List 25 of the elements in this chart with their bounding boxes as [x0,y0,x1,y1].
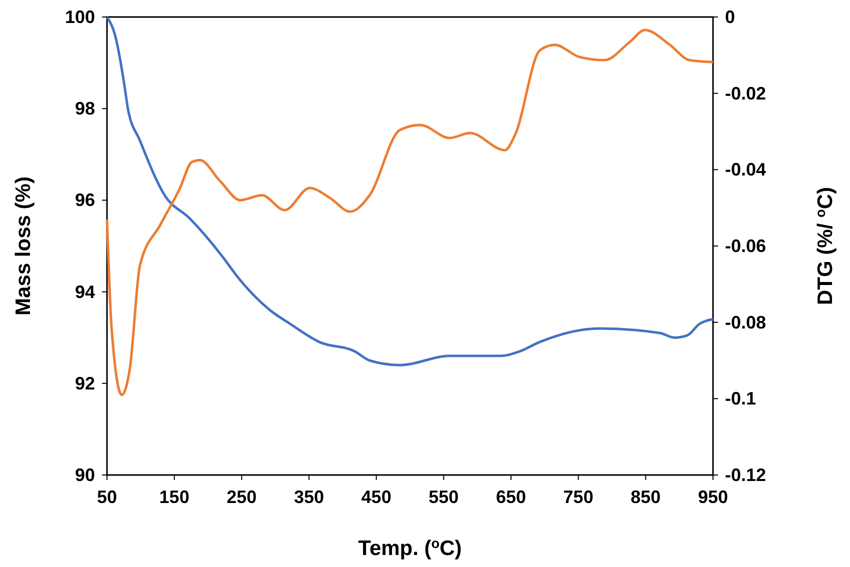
y2-tick-label: -0.06 [725,236,766,256]
y-axis-title: Mass loss (%) [12,176,35,316]
x-tick-label: 250 [226,487,257,507]
x-tick-label: 550 [428,487,459,507]
y2-tick-label: -0.04 [725,160,766,180]
x-tick-label: 350 [294,487,324,507]
x-axis-title: Temp. ($^{o}$C) [358,536,462,560]
y-tick-label: 96 [74,190,95,210]
y2-tick-label: -0.02 [725,83,766,104]
x-tick-label: 450 [361,487,392,507]
x-tick-label: 150 [159,487,190,507]
x-tick-label: 750 [563,487,594,507]
y-tick-label: 92 [74,373,95,394]
y-tick-label: 100 [64,7,95,27]
y-tick-label: 94 [74,282,95,302]
x-tick-label: 650 [496,487,526,507]
y-tick-label: 90 [74,465,95,485]
x-tick-label: 50 [96,487,118,507]
y2-tick-label: -0.1 [725,388,756,409]
y2-tick-label: -0.08 [725,312,766,332]
y2-tick-label: -0.12 [725,465,766,485]
x-tick-label: 950 [698,487,728,507]
y2-tick-label: 0 [725,7,736,27]
x-tick-label: 850 [630,487,661,507]
y-tick-label: 98 [74,98,95,119]
